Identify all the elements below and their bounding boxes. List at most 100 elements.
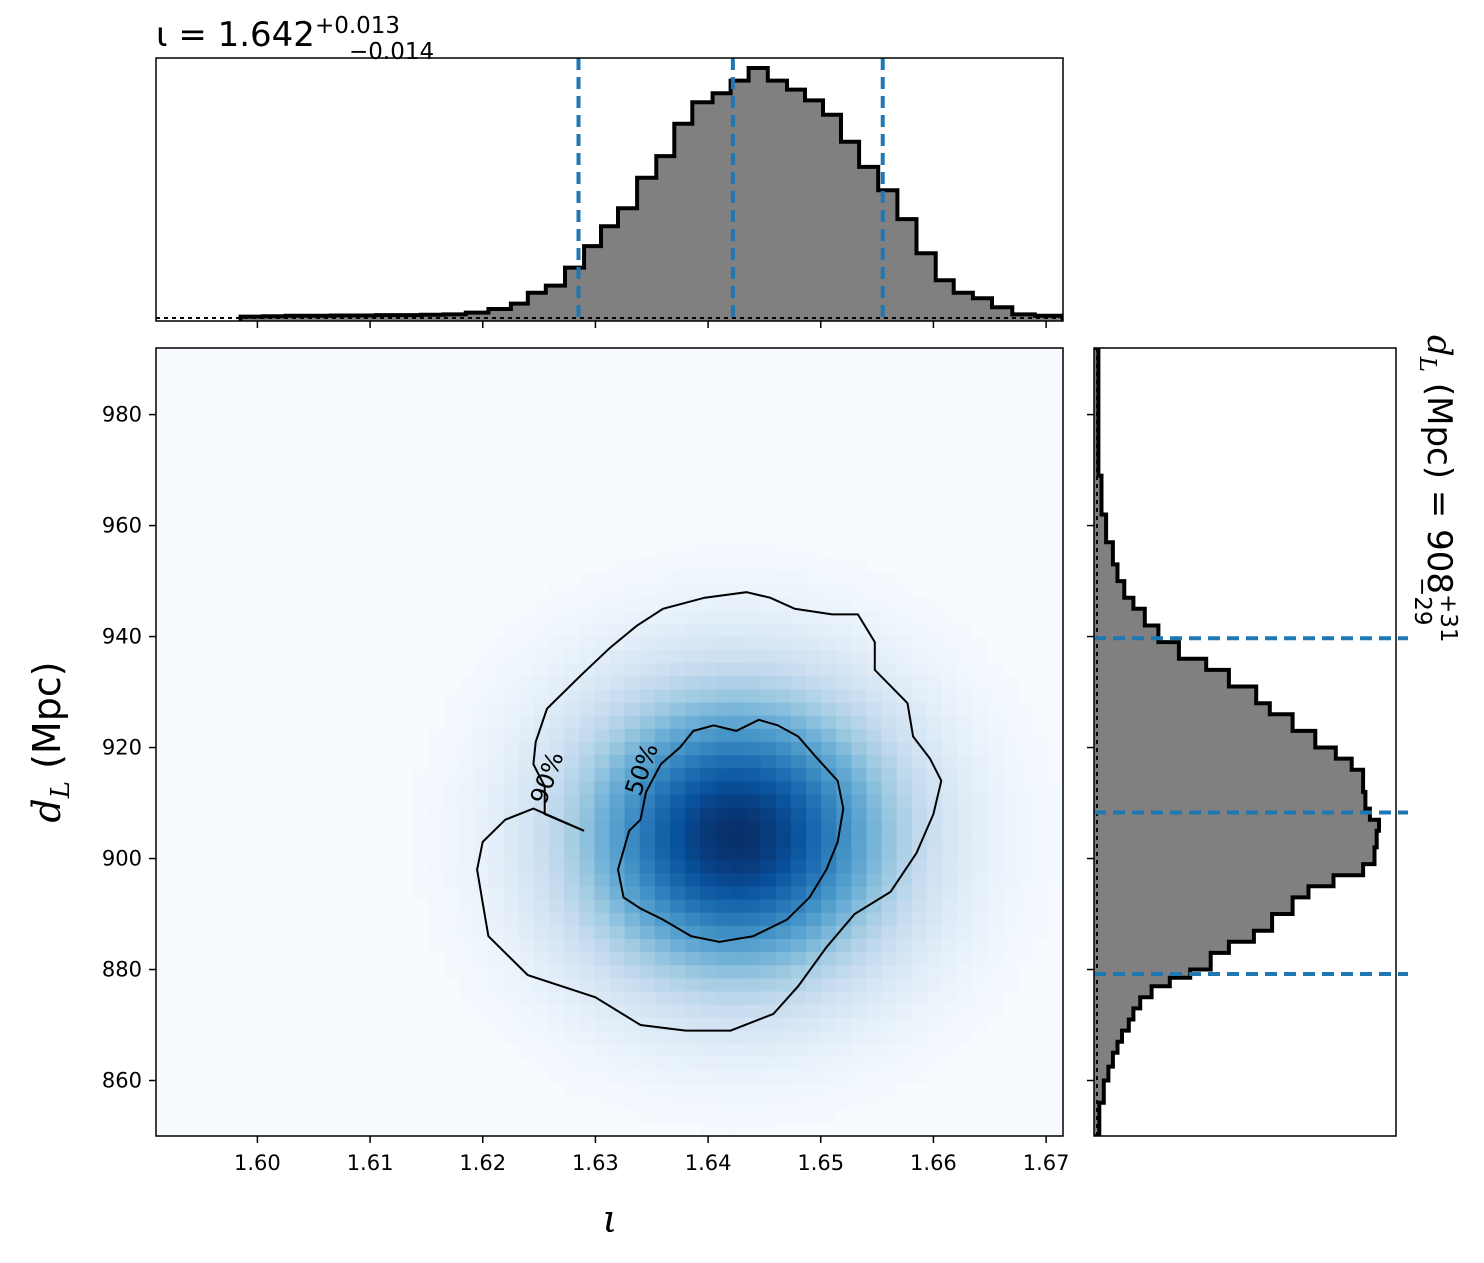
heatmap-cell [972,663,989,677]
heatmap-cell [987,925,1004,940]
heatmap-cell [412,794,429,809]
heatmap-cell [458,702,475,717]
heatmap-cell [715,833,732,848]
heatmap-cell [639,1044,656,1058]
heatmap-cell [458,939,475,953]
heatmap-cell [745,1044,762,1058]
heatmap-cell [790,847,807,861]
heatmap-cell [896,584,913,599]
heatmap-cell [549,715,565,730]
heatmap-cell [775,702,792,717]
top-histogram-fill [240,68,1063,321]
heatmap-cell [760,781,777,796]
heatmap-cell [821,715,837,730]
heatmap-cell [518,860,535,874]
right-panel-title: dL (Mpc) = 908+31−29 [1409,335,1461,643]
heatmap-cell [1032,742,1049,756]
heatmap-cell [609,781,626,796]
heatmap-cell [700,584,716,599]
heatmap-cell [851,952,868,966]
heatmap-cell [730,676,747,691]
heatmap-cell [896,912,913,927]
heatmap-cell [518,978,535,993]
heatmap-cell [518,702,535,717]
heatmap-cell [745,847,762,861]
heatmap-cell [866,912,883,927]
heatmap-cell [745,597,762,612]
heatmap-cell [942,820,958,835]
heatmap-cell [1002,755,1019,769]
heatmap-cell [639,636,656,651]
heatmap-cell [428,794,444,809]
heatmap-cell [503,623,520,638]
heatmap-cell [806,571,822,585]
heatmap-cell [669,1004,686,1019]
heatmap-cell [428,939,444,953]
heatmap-cell [654,978,671,993]
heatmap-cell [911,899,928,914]
heatmap-cell [579,650,595,664]
heatmap-cell [624,781,641,796]
heatmap-cell [790,584,807,599]
top-histogram [156,66,1063,321]
heatmap-cell [1017,833,1034,848]
heatmap-cell [851,899,868,914]
heatmap-cell [806,1096,822,1111]
heatmap-cell [715,965,732,979]
heatmap-cell [836,1083,852,1098]
heatmap-cell [594,571,611,585]
contour-50pct [616,718,845,943]
heatmap-cell [609,768,626,782]
heatmap-cell [685,742,701,756]
heatmap-cell [896,820,913,835]
heatmap-cell [942,952,958,966]
heatmap-cell [700,952,716,966]
heatmap-cell [639,833,656,848]
heatmap-cell [836,886,852,901]
heatmap-cell [821,886,837,901]
heatmap-cell [957,1030,973,1045]
heatmap-cell [654,584,671,599]
heatmap-cell [866,597,883,612]
heatmap-cell [775,768,792,782]
heatmap-cell [911,676,928,691]
heatmap-cell [685,584,701,599]
heatmap-cell [473,860,490,874]
heatmap-cell [926,886,943,901]
heatmap-cell [1002,676,1019,691]
heatmap-cell [866,755,883,769]
heatmap-cell [412,820,429,835]
x-tick-label: 1.65 [797,1151,844,1175]
heatmap-cell [715,781,732,796]
heatmap-cell [896,1017,913,1032]
heatmap-cell [911,1030,928,1045]
heatmap-cell [594,676,611,691]
heatmap-cell [654,847,671,861]
heatmap-cell [488,925,505,940]
heatmap-cell [987,939,1004,953]
heatmap-cell [745,939,762,953]
heatmap-cell [806,991,822,1006]
heatmap-cell [579,965,595,979]
heatmap-cell [579,728,595,743]
heatmap-cell [594,807,611,822]
heatmap-cell [972,676,989,691]
y-tick-label: 880 [102,958,142,982]
x-tick-label: 1.62 [459,1151,506,1175]
heatmap-cell [730,768,747,782]
heatmap-cell [654,899,671,914]
heatmap-cell [428,820,444,835]
heatmap-cell [700,847,716,861]
heatmap-cell [821,1004,837,1019]
heatmap-cell [685,636,701,651]
heatmap-cell [987,820,1004,835]
heatmap-cell [533,833,550,848]
heatmap-cell [685,676,701,691]
heatmap-cell [624,742,641,756]
heatmap-cell [428,755,444,769]
heatmap-cell [821,650,837,664]
heatmap-cell [851,676,868,691]
heatmap-cell [942,899,958,914]
heatmap-cell [821,899,837,914]
heatmap-cell [911,939,928,953]
